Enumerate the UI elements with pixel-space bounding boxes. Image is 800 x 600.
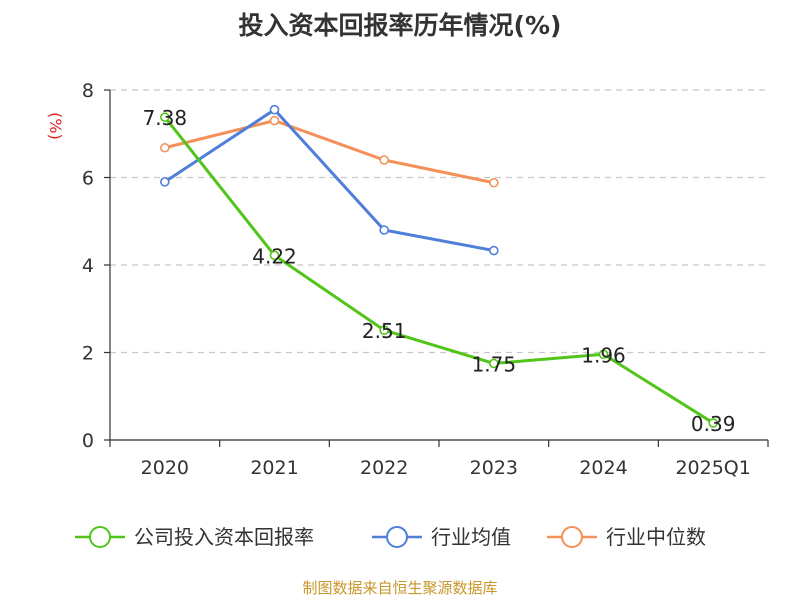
data-point-2-3 (489, 177, 499, 188)
series-line-0 (163, 116, 714, 425)
data-point-0-4 (598, 349, 609, 360)
x-tick-label-2: 2022 (360, 457, 408, 479)
series-line-2 (164, 119, 495, 185)
series (160, 104, 718, 428)
tick-labels: 0 2 4 6 8 2020 2021 2022 2023 2024 2025Q1 (82, 80, 751, 479)
data-point-0-2 (379, 325, 389, 335)
data-point-0-5 (708, 418, 718, 428)
data-point-2-1 (269, 115, 280, 126)
data-point-0-1 (269, 250, 280, 261)
y-axis-label: (%) (46, 112, 65, 140)
legend-label-2: 行业中位数 (606, 525, 706, 549)
x-tick-label-4: 2024 (579, 457, 627, 479)
y-tick-label-3: 6 (82, 168, 94, 190)
legend-label-0: 公司投入资本回报率 (134, 525, 314, 549)
legend-marker-1 (386, 526, 408, 548)
data-point-1-2 (379, 225, 389, 235)
y-tick-label-1: 2 (82, 343, 94, 365)
data-point-0-3 (489, 358, 499, 369)
y-tick-label-0: 0 (82, 430, 94, 452)
y-tick-label-2: 4 (82, 255, 94, 277)
data-label-0-0: 7.38 (143, 106, 188, 130)
legend-label-1: 行业均值 (431, 525, 511, 549)
axes (104, 89, 769, 447)
data-point-0-0 (160, 112, 170, 122)
y-tick-label-4: 8 (82, 80, 94, 102)
x-tick-label-0: 2020 (141, 457, 189, 479)
data-label-0-2: 2.51 (362, 319, 407, 343)
legend-marker-0 (89, 526, 111, 548)
data-point-1-0 (160, 177, 170, 187)
x-tick-label-5: 2025Q1 (675, 457, 750, 479)
data-labels: 7.38 4.22 2.51 1.75 1.96 0.39 (143, 106, 736, 436)
data-point-2-0 (160, 142, 170, 153)
data-label-0-1: 4.22 (252, 244, 297, 268)
data-label-0-5: 0.39 (691, 412, 736, 436)
data-point-2-2 (379, 155, 389, 165)
x-tick-label-1: 2021 (250, 457, 298, 479)
grid-lines (110, 89, 768, 354)
chart-title: 投入资本回报率历年情况(%) (238, 11, 562, 40)
data-point-1-1 (269, 104, 280, 115)
data-label-0-3: 1.75 (472, 352, 517, 376)
data-point-1-3 (489, 245, 499, 256)
source-note: 制图数据来自恒生聚源数据库 (302, 579, 498, 597)
legend-marker-2 (561, 526, 583, 548)
series-line-1 (164, 108, 495, 253)
legend: 公司投入资本回报率 行业均值 行业中位数 (75, 525, 706, 549)
x-tick-label-3: 2023 (470, 457, 518, 479)
data-label-0-4: 1.96 (581, 343, 626, 367)
